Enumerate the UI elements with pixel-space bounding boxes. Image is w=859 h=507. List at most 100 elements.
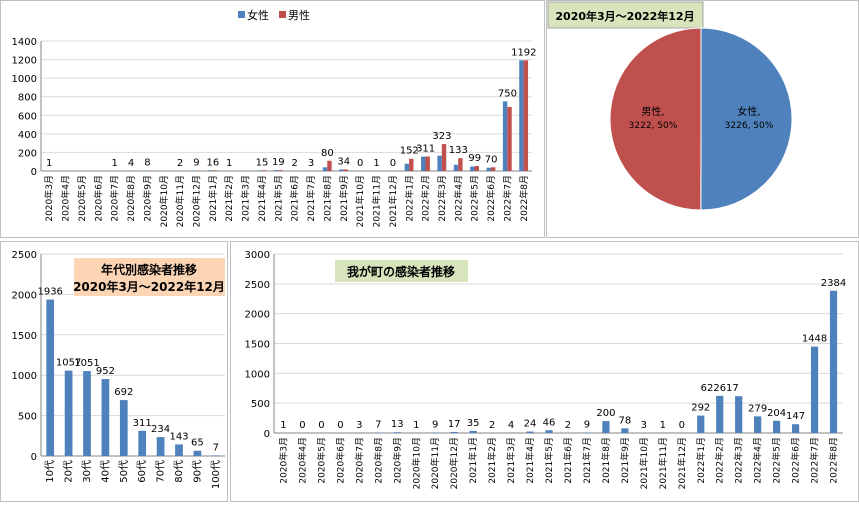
x-tick-label: 2021年8月 bbox=[321, 175, 333, 222]
x-tick-label: 20代 bbox=[63, 460, 75, 483]
data-label: 1448 bbox=[802, 334, 827, 345]
bar-female bbox=[405, 164, 409, 171]
x-tick-label: 2022年2月 bbox=[420, 175, 432, 222]
x-tick-label: 2021年1月 bbox=[207, 175, 219, 222]
data-label: 1 bbox=[660, 420, 666, 431]
x-tick-label: 2020年6月 bbox=[334, 437, 346, 484]
bar-town bbox=[735, 396, 742, 433]
town-chart-title: 我が町の感染者推移 bbox=[347, 264, 455, 279]
x-tick-label: 2022年4月 bbox=[752, 437, 764, 484]
data-label: 133 bbox=[449, 145, 468, 156]
bar-town bbox=[432, 432, 439, 433]
data-label: 3 bbox=[356, 420, 362, 431]
data-label: 0 bbox=[299, 420, 305, 431]
data-label: 65 bbox=[191, 438, 204, 449]
data-label: 9 bbox=[584, 419, 590, 430]
x-tick-label: 2021年4月 bbox=[256, 175, 268, 222]
bar-male bbox=[344, 169, 348, 171]
x-tick-label: 2021年4月 bbox=[524, 437, 536, 484]
data-label: 16 bbox=[206, 157, 219, 168]
bar-male bbox=[327, 161, 331, 171]
y-tick-label: 0 bbox=[31, 167, 37, 178]
y-tick-label: 0 bbox=[31, 452, 37, 463]
x-tick-label: 2022年8月 bbox=[518, 175, 530, 222]
gender-pie-chart-panel: 2020年3月～2022年12月女性,3226, 50%男性,3222, 50% bbox=[546, 0, 859, 238]
bar-age bbox=[194, 451, 202, 456]
bar-age bbox=[157, 437, 165, 456]
data-label: 1 bbox=[111, 158, 117, 169]
legend-swatch-female bbox=[238, 11, 245, 18]
bar-town bbox=[545, 430, 552, 433]
bar-female bbox=[454, 165, 458, 171]
y-tick-label: 2500 bbox=[12, 250, 37, 261]
x-tick-label: 2020年4月 bbox=[296, 437, 308, 484]
bar-town bbox=[773, 421, 780, 433]
data-label: 0 bbox=[337, 420, 343, 431]
data-label: 952 bbox=[96, 366, 115, 377]
bar-age bbox=[46, 300, 54, 456]
bar-male bbox=[425, 157, 429, 171]
bar-age bbox=[102, 379, 110, 456]
x-tick-label: 2021年2月 bbox=[486, 437, 498, 484]
data-label: 4 bbox=[508, 420, 514, 431]
x-tick-label: 2020年12月 bbox=[448, 437, 460, 489]
data-label: 1 bbox=[46, 158, 52, 169]
data-label: 1 bbox=[413, 420, 419, 431]
x-tick-label: 2022年1月 bbox=[695, 437, 707, 484]
bar-town bbox=[451, 432, 458, 433]
x-tick-label: 2021年6月 bbox=[562, 437, 574, 484]
data-label: 35 bbox=[467, 418, 480, 429]
y-tick-label: 600 bbox=[18, 111, 37, 122]
y-tick-label: 0 bbox=[264, 429, 270, 440]
data-label: 46 bbox=[543, 417, 556, 428]
data-label: 311 bbox=[133, 418, 152, 429]
x-tick-label: 2021年5月 bbox=[272, 175, 284, 222]
legend-label-female: 女性 bbox=[247, 8, 269, 22]
x-tick-label: 2022年2月 bbox=[714, 437, 726, 484]
bar-female bbox=[323, 167, 327, 171]
bar-male bbox=[262, 170, 266, 171]
x-tick-label: 2020年12月 bbox=[190, 175, 202, 227]
y-tick-label: 1000 bbox=[245, 369, 270, 380]
age-chart-title: 年代別感染者推移 bbox=[101, 262, 197, 277]
legend-swatch-male bbox=[279, 11, 286, 18]
bar-female bbox=[339, 169, 343, 171]
age-group-chart: 0500100015002000250019361057105195269231… bbox=[1, 242, 229, 503]
bar-male bbox=[458, 158, 462, 171]
bar-male bbox=[475, 166, 479, 171]
y-tick-label: 1500 bbox=[245, 340, 270, 351]
data-label: 204 bbox=[767, 408, 786, 419]
x-tick-label: 2021年12月 bbox=[676, 437, 688, 489]
data-label: 4 bbox=[128, 158, 134, 169]
bar-town bbox=[830, 291, 837, 433]
x-tick-label: 2021年10月 bbox=[638, 437, 650, 489]
data-label: 13 bbox=[391, 419, 404, 430]
x-tick-label: 2022年4月 bbox=[452, 175, 464, 222]
x-tick-label: 2022年3月 bbox=[436, 175, 448, 222]
y-tick-label: 500 bbox=[18, 412, 37, 423]
data-label: 9 bbox=[432, 419, 438, 430]
x-tick-label: 2022年7月 bbox=[809, 437, 821, 484]
data-label: 80 bbox=[321, 148, 334, 159]
bar-female bbox=[503, 101, 507, 171]
x-tick-label: 2020年9月 bbox=[141, 175, 153, 222]
data-label: 19 bbox=[272, 157, 285, 168]
data-label: 70 bbox=[485, 154, 498, 165]
bar-town bbox=[526, 432, 533, 433]
x-tick-label: 2021年3月 bbox=[240, 175, 252, 222]
data-label: 2 bbox=[489, 420, 495, 431]
x-tick-label: 2020年11月 bbox=[174, 175, 186, 227]
x-tick-label: 2021年6月 bbox=[289, 175, 301, 222]
x-tick-label: 2020年3月 bbox=[43, 175, 55, 222]
x-tick-label: 2022年5月 bbox=[771, 437, 783, 484]
data-label: 0 bbox=[357, 158, 363, 169]
data-label: 311 bbox=[416, 144, 435, 155]
x-tick-label: 2022年5月 bbox=[469, 175, 481, 222]
x-tick-label: 40代 bbox=[99, 460, 111, 483]
bar-town bbox=[716, 396, 723, 433]
data-label: 34 bbox=[337, 156, 350, 167]
data-label: 1 bbox=[226, 158, 232, 169]
